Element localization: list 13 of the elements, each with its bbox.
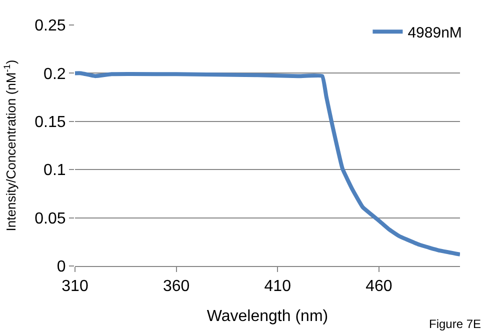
y-tick-label: 0.1 — [44, 162, 66, 180]
y-tick-label: 0.2 — [44, 66, 66, 83]
x-axis-title: Wavelength (nm) — [206, 308, 328, 325]
legend-label: 4989nM — [408, 24, 462, 42]
y-tick-label: 0.25 — [34, 18, 66, 35]
caption: Figure 7E — [429, 317, 482, 331]
y-tick-label: 0.15 — [34, 114, 66, 131]
y-tick-label: 0.05 — [34, 210, 66, 228]
x-tick-label: 310 — [62, 278, 88, 296]
y-tick-label: 0 — [56, 258, 66, 276]
x-tick-label: 410 — [264, 278, 292, 296]
x-tick-label: 360 — [162, 278, 190, 296]
x-tick-label: 460 — [366, 278, 392, 296]
